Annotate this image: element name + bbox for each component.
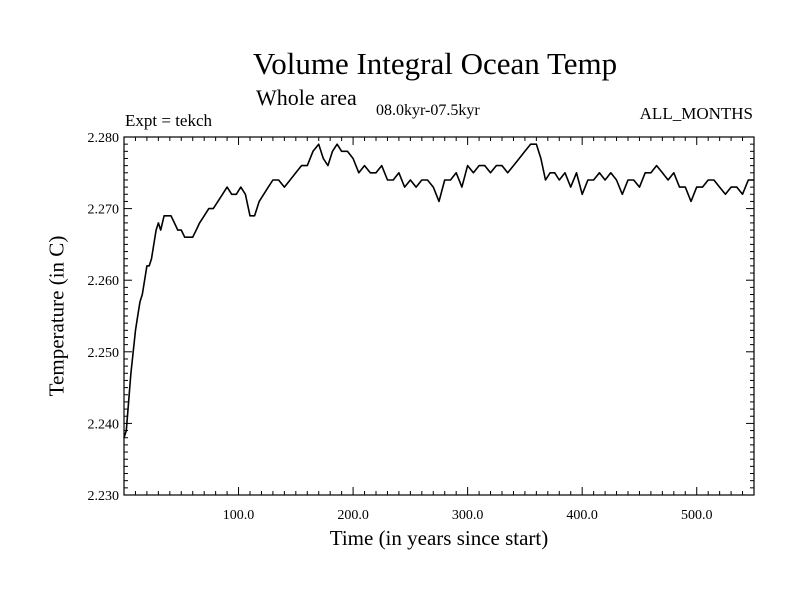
axis-tick-labels: 100.0 200.0 300.0 400.0 500.0 2.230 2.240 2.250… xyxy=(88,131,713,523)
y-tick-label: 2.280 xyxy=(88,131,120,146)
x-tick-label: 200.0 xyxy=(337,508,369,523)
axis-ticks xyxy=(124,136,754,496)
experiment-label: Expt = tekch xyxy=(125,111,213,130)
y-tick-label: 2.260 xyxy=(88,274,120,289)
x-tick-label: 300.0 xyxy=(452,508,484,523)
plot-frame xyxy=(123,136,755,496)
months-label: ALL_MONTHS xyxy=(639,104,753,123)
y-tick-label: 2.270 xyxy=(88,203,120,218)
x-axis-label: Time (in years since start) xyxy=(329,526,549,550)
x-tick-label: 500.0 xyxy=(681,508,713,523)
y-tick-label: 2.240 xyxy=(88,417,120,432)
y-tick-label: 2.230 xyxy=(88,489,120,504)
period-label: 08.0kyr-07.5kyr xyxy=(376,102,480,119)
y-tick-label: 2.250 xyxy=(88,346,120,361)
chart-title: Volume Integral Ocean Temp xyxy=(252,46,618,81)
x-tick-label: 100.0 xyxy=(223,508,255,523)
chart-subtitle: Whole area xyxy=(256,85,357,110)
series-line xyxy=(123,143,754,438)
x-tick-label: 400.0 xyxy=(566,508,598,523)
